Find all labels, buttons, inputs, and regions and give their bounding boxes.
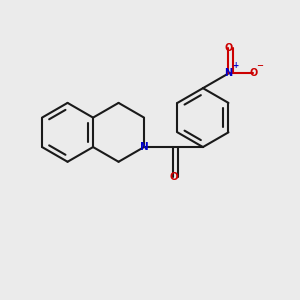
Text: N: N [140, 142, 148, 152]
Text: O: O [169, 172, 178, 182]
Text: +: + [232, 61, 238, 70]
Text: O: O [249, 68, 258, 78]
Text: −: − [256, 61, 263, 70]
Text: O: O [224, 44, 232, 53]
Text: N: N [224, 68, 232, 78]
